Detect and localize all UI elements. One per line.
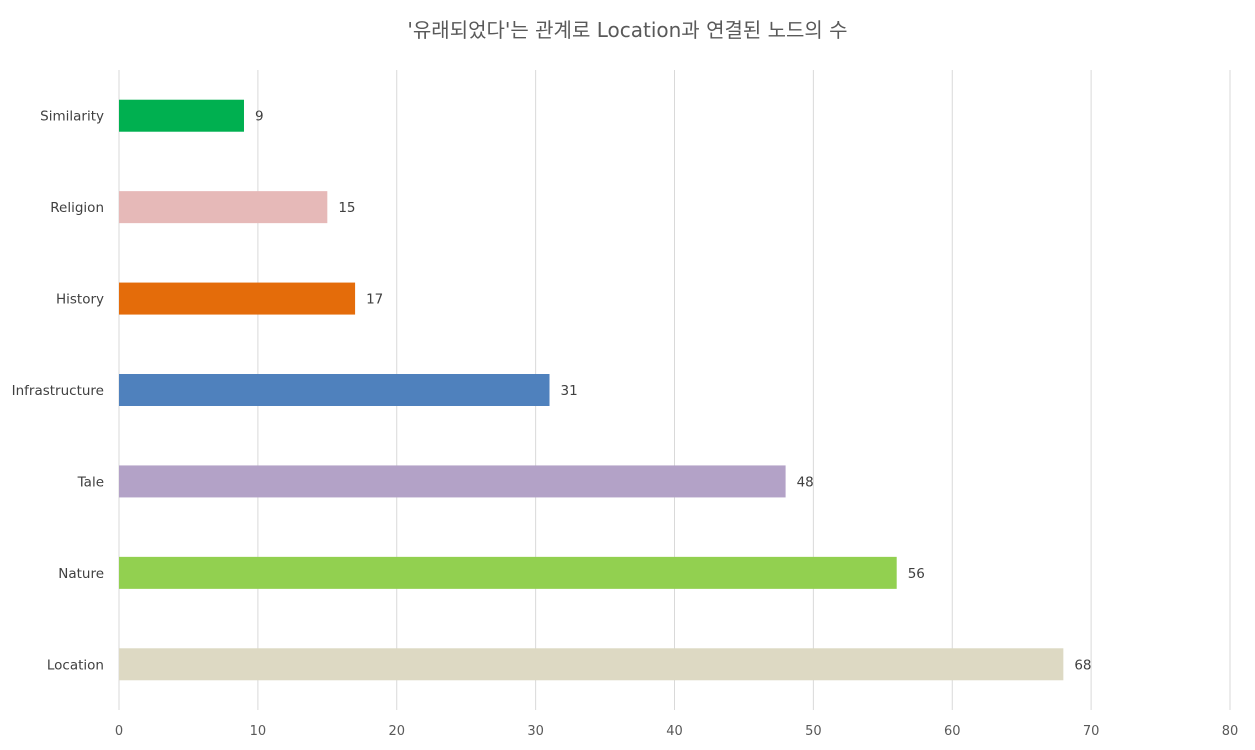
x-tick-label-0: 0 xyxy=(115,724,123,739)
bar-infrastructure xyxy=(119,374,550,406)
category-label-infrastructure: Infrastructure xyxy=(12,383,104,399)
category-label-location: Location xyxy=(47,657,104,673)
x-tick-label-70: 70 xyxy=(1083,724,1100,739)
category-label-tale: Tale xyxy=(77,474,104,490)
category-label-history: History xyxy=(56,292,104,308)
x-tick-label-20: 20 xyxy=(388,724,405,739)
bar-location xyxy=(119,648,1064,681)
x-tick-label-30: 30 xyxy=(527,724,544,739)
data-label-infrastructure: 31 xyxy=(561,383,578,399)
chart-title: '유래되었다'는 관계로 Location과 연결된 노드의 수 xyxy=(407,18,848,42)
bar-similarity xyxy=(119,99,244,132)
data-label-history: 17 xyxy=(366,292,383,308)
bar-history xyxy=(119,282,356,315)
x-tick-label-60: 60 xyxy=(944,724,961,739)
category-label-nature: Nature xyxy=(58,566,104,582)
data-label-location: 68 xyxy=(1074,657,1091,673)
category-label-similarity: Similarity xyxy=(40,109,104,125)
data-label-religion: 15 xyxy=(338,200,355,216)
bar-nature xyxy=(119,556,897,589)
bar-tale xyxy=(119,465,786,498)
category-label-religion: Religion xyxy=(50,200,104,216)
x-tick-label-50: 50 xyxy=(805,724,822,739)
x-tick-label-10: 10 xyxy=(250,724,267,739)
bar-religion xyxy=(119,191,328,224)
x-tick-label-40: 40 xyxy=(666,724,683,739)
data-label-nature: 56 xyxy=(908,566,925,582)
x-tick-label-80: 80 xyxy=(1222,724,1239,739)
data-label-tale: 48 xyxy=(797,474,814,490)
data-label-similarity: 9 xyxy=(255,109,264,125)
